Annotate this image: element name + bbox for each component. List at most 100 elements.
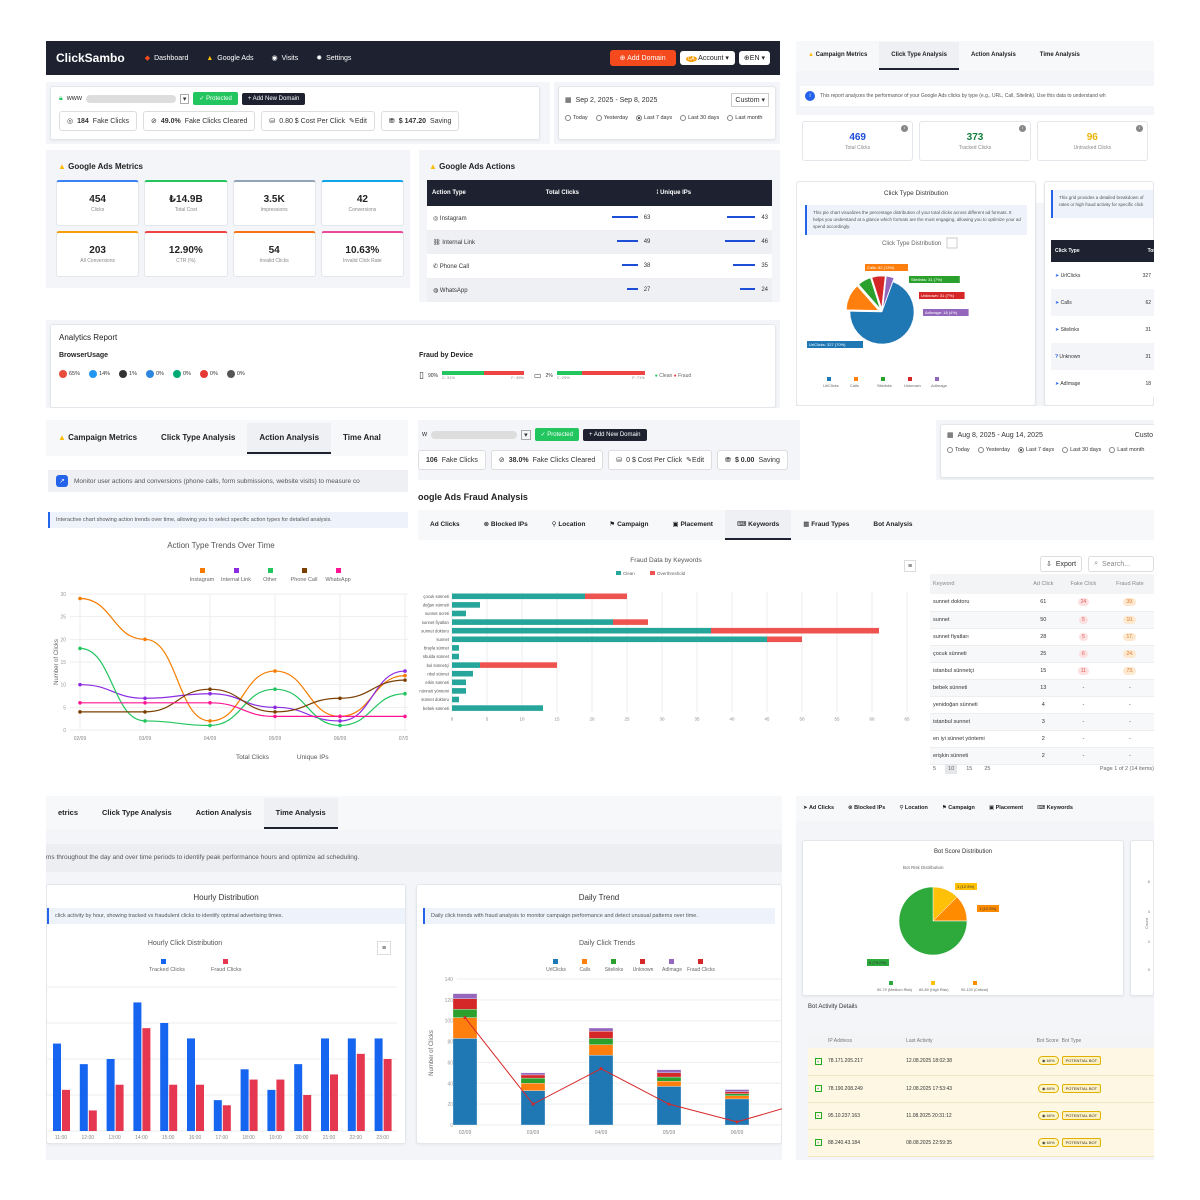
table-row[interactable]: ❓︎ Unknown 31 [1051,343,1154,370]
table-row[interactable]: ➤ AdImage 18 [1051,370,1154,397]
expand-icon[interactable]: + [814,1057,822,1065]
col-fraud-rate[interactable]: Fraud Rate [1116,581,1144,587]
date-option[interactable]: Last month [727,115,763,121]
edit-link[interactable]: ✎Edit [348,118,367,125]
table-row[interactable]: çocuk sünneti 25 6 24. [930,645,1154,662]
table-row[interactable]: bebek sünneti 13 - - [930,679,1154,696]
col-ad-click[interactable]: Ad Click [1033,581,1054,587]
table-row[interactable]: istanbul sunnet 3 - - [930,713,1154,730]
ct-tab[interactable]: Time Analysis [1028,42,1092,70]
col-bot-score[interactable]: Bot Score [1036,1038,1059,1044]
export-button[interactable]: ⇩ Export [1040,556,1083,572]
aa-tab[interactable]: ▲ Campaign Metrics [46,423,149,454]
ct-tab[interactable]: Click Type Analysis [879,42,959,70]
table-row[interactable]: +95.10.237.163 11.08.2025 20:31:12 ◉ 60% PO… [808,1102,1154,1129]
col-action-type[interactable]: Action Type [432,190,466,196]
col-bot-type[interactable]: Bot Type [1061,1038,1082,1044]
expand-icon[interactable]: + [814,1139,822,1146]
date-option[interactable]: Last 30 days [1062,447,1101,453]
nav-visits[interactable]: ◉ Visits [271,54,298,63]
table-row[interactable]: sunnet doktoru 61 24 39. [930,594,1154,611]
search-input[interactable]: ⌕ Search... [1088,556,1154,572]
date-option[interactable]: Last 30 days [680,115,719,121]
table-row[interactable]: +78.171.205.217 12.08.2025 18:02:38 ◉ 60% P… [808,1048,1154,1075]
table-row[interactable]: yenidoğan sünneti 4 - - [930,696,1154,713]
date-option[interactable]: Today [947,447,970,453]
ct-tab[interactable]: Action Analysis [959,42,1028,70]
page-size-option[interactable]: 5 [933,766,937,772]
range-mode-2[interactable]: Custo [1134,431,1153,439]
hourly-menu-icon[interactable]: ≡ [377,941,391,955]
page-size-option[interactable]: 15 [966,766,973,772]
add-domain-button[interactable]: ⊕ Add Domain [609,50,676,66]
date-range-text[interactable]: Sep 2, 2025 - Sep 8, 2025 [575,96,658,104]
date-option[interactable]: Last month [1109,447,1145,453]
fraud-tab[interactable]: ▣ Placement [660,510,724,540]
account-menu[interactable]: CA Account ▾ [679,51,735,65]
col-click-type[interactable]: Click Type [1055,248,1080,254]
col-keyword[interactable]: Keyword [933,581,955,587]
nav-settings[interactable]: ✹ Settings [316,54,351,63]
table-row[interactable]: ◎ Instagram 63 43 [427,206,772,230]
fraud-tab[interactable]: ▦ Fraud Types [791,510,861,540]
table-row[interactable]: ➤ UrlClicks 327 [1051,262,1154,289]
bot-tab[interactable]: ⌨ Keywords [1030,797,1080,821]
table-row[interactable]: +88.240.43.184 08.08.2025 22:59:35 ◉ 60% PO… [808,1129,1154,1156]
table-row[interactable]: en iyi sünnet yöntemi 2 - - [930,730,1154,747]
fraud-tab[interactable]: ⚲ Location [540,510,598,540]
bot-tab[interactable]: ⚲ Location [892,797,934,821]
date-option[interactable]: Yesterday [977,447,1010,453]
fraud-tab[interactable]: ⌨ Keywords [724,510,792,540]
aa-tab[interactable]: Time Anal [331,423,393,454]
col-total[interactable]: Tot [1147,248,1154,254]
expand-icon[interactable]: + [814,1112,822,1119]
table-row[interactable]: erişkin sünneti 2 - - [930,747,1154,764]
nav-google-ads[interactable]: ▲ Google Ads [206,55,253,62]
fraud-edit-link[interactable]: ✎Edit [686,457,705,464]
bot-tab[interactable]: ➤ Ad Clicks [796,797,841,821]
date-option[interactable]: Yesterday [595,115,628,121]
col-unique-ips[interactable]: ⁞ Unique IPs [656,190,692,196]
bot-tab[interactable]: ⊗ Blocked IPs [841,797,892,821]
date-option[interactable]: Last 7 days [1017,447,1054,453]
table-row[interactable]: ✆ Phone Call 38 35 [427,254,772,278]
fraud-tab[interactable]: Ad Clicks [418,511,472,540]
table-row[interactable]: sunnet 50 5 10. [930,611,1154,628]
aa-tab[interactable]: Click Type Analysis [149,423,247,454]
domain-dropdown[interactable]: ▾ [179,93,190,104]
ta-tab[interactable]: Click Type Analysis [90,798,184,829]
aa-tab[interactable]: Action Analysis [247,422,332,454]
fraud-domain-dropdown[interactable]: ▾ [521,429,531,440]
table-row[interactable]: ◍ WhatsApp 27 24 [427,278,772,302]
language-select[interactable]: ⊕EN ▾ [738,51,770,65]
col-ip[interactable]: IP Address [828,1038,853,1044]
add-new-domain-button[interactable]: + Add New Domain [241,92,306,105]
table-row[interactable]: ⛓ Internal Link 49 46 [427,230,772,254]
table-row[interactable]: ➤ Sitelinks 31 [1051,316,1154,343]
ta-tab[interactable]: Time Analysis [263,797,338,829]
col-fake-click[interactable]: Fake Click [1070,581,1097,587]
col-total-clicks[interactable]: Total Clicks [545,190,580,196]
app-logo[interactable]: ClickSambo [56,51,125,65]
table-row[interactable]: +78.190.208.249 12.08.2025 17:53:43 ◉ 60% P… [808,1075,1154,1102]
expand-icon[interactable]: + [814,1085,822,1092]
table-row[interactable]: ➤ Calls 62 [1051,289,1154,316]
page-size-option[interactable]: 10 [945,764,958,774]
ta-tab[interactable]: Action Analysis [184,798,264,829]
table-row[interactable]: sunnet fiyatları 28 5 17. [930,628,1154,645]
col-last-activity[interactable]: Last Activity [906,1038,933,1044]
bot-tab[interactable]: ⚑ Campaign [935,797,982,821]
fraud-tab[interactable]: ⚑ Campaign [597,510,660,540]
legend-unique-ips[interactable]: Unique IPs [296,754,329,761]
date-range-text-2[interactable]: Aug 8, 2025 - Aug 14, 2025 [957,431,1043,439]
date-option[interactable]: Last 7 days [635,115,672,121]
fraud-tab[interactable]: Bot Analysis [861,511,924,540]
page-size-option[interactable]: 25 [984,766,991,772]
legend-total-clicks[interactable]: Total Clicks [236,754,269,761]
nav-dashboard[interactable]: ◆ Dashboard [145,54,189,63]
ta-tab[interactable]: etrics [46,798,90,829]
fraud-tab[interactable]: ⊗ Blocked IPs [472,510,540,540]
fraud-add-domain-button[interactable]: + Add New Domain [582,428,647,441]
bot-tab[interactable]: ▣ Placement [982,797,1030,821]
table-row[interactable]: istanbul sünnetçi 15 11 73. [930,662,1154,679]
